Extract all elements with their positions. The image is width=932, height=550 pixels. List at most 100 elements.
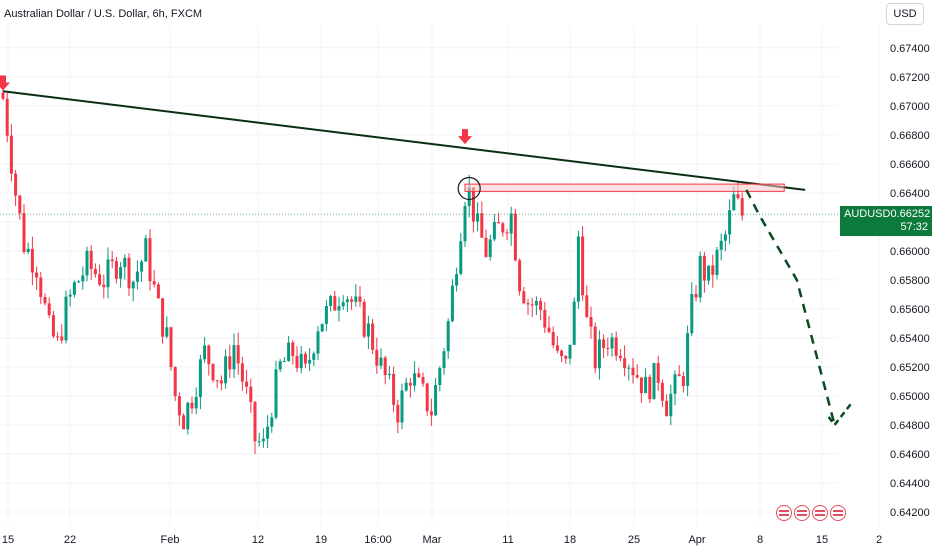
candle-body [589, 316, 593, 327]
candle-body [480, 213, 484, 238]
candle-body [375, 349, 379, 366]
currency-button[interactable]: USD [886, 3, 924, 25]
candle-body [278, 361, 282, 370]
currency-event-icon[interactable] [812, 505, 828, 521]
x-tick-label: 22 [64, 534, 76, 546]
y-tick-label: 0.66800 [890, 130, 930, 142]
candle-body [51, 315, 55, 337]
candle-body [484, 237, 488, 257]
y-tick-label: 0.67200 [890, 72, 930, 84]
candle-body [131, 281, 135, 289]
candle-body [656, 363, 660, 383]
candle-body [261, 438, 265, 442]
candle-body [450, 285, 454, 322]
candle-body [383, 357, 387, 376]
candle-body [392, 373, 396, 405]
resistance-zone [464, 183, 785, 192]
candle-body [35, 272, 39, 278]
candle-body [438, 368, 442, 385]
candle-body [379, 357, 383, 366]
currency-event-icon[interactable] [830, 505, 846, 521]
chart-title: Australian Dollar / U.S. Dollar, 6h, FXC… [4, 8, 202, 20]
candle-body [350, 299, 354, 302]
candle-body [22, 213, 26, 253]
candle-body [303, 353, 307, 364]
x-tick-label: Mar [423, 534, 442, 546]
candle-body [442, 351, 446, 369]
candle-body [404, 382, 408, 391]
candle-body [576, 236, 580, 302]
x-tick-label: 19 [315, 534, 327, 546]
y-tick-label: 0.67400 [890, 43, 930, 55]
candle-body [198, 359, 202, 398]
candle-body [219, 380, 223, 384]
candle-body [249, 386, 253, 403]
candle-body [652, 363, 656, 400]
y-tick-label: 0.66600 [890, 159, 930, 171]
candle-body [593, 326, 597, 369]
candle-body [639, 377, 643, 394]
candle-body [597, 339, 601, 369]
candle-body [425, 383, 429, 412]
candle-body [144, 238, 148, 262]
candle-body [492, 222, 496, 240]
candle-body [618, 355, 622, 359]
candle-body [203, 345, 207, 360]
candle-body [257, 441, 261, 443]
candle-body [740, 198, 744, 216]
candle-body [526, 303, 530, 305]
y-tick-label: 0.65600 [890, 304, 930, 316]
time-axis[interactable]: 15 22 Feb 12 19 16:00 Mar 11 18 25 Apr 8 15 2 [2, 534, 882, 546]
candle-body [119, 267, 123, 279]
candle-body [320, 323, 324, 332]
candle-body [291, 342, 295, 356]
candle-body [497, 222, 501, 224]
candle-body [476, 213, 480, 222]
candle-body [568, 344, 572, 359]
y-tick-label: 0.66400 [890, 188, 930, 200]
candle-body [266, 426, 270, 439]
candle-body [337, 306, 341, 311]
candle-body [396, 404, 400, 423]
candle-body [522, 291, 526, 304]
currency-event-icon[interactable] [794, 505, 810, 521]
candle-body [719, 240, 723, 250]
candle-body [581, 236, 585, 296]
candle-body [694, 293, 698, 298]
x-tick-label: Feb [161, 534, 180, 546]
candle-body [161, 298, 165, 337]
candle-body [224, 356, 228, 384]
candle-body [9, 135, 13, 174]
candle-body [106, 259, 110, 288]
candle-body [236, 345, 240, 364]
x-tick-label: 18 [564, 534, 576, 546]
candle-body [509, 213, 513, 234]
candle-body [366, 323, 370, 337]
candle-body [26, 248, 30, 253]
candle-body [417, 373, 421, 378]
candle-body [5, 98, 9, 136]
candle-body [623, 358, 627, 369]
candle-body [211, 364, 215, 381]
candle-body [1, 92, 5, 99]
candle-body [471, 187, 475, 222]
candle-body [614, 337, 618, 356]
candle-body [152, 281, 156, 285]
candle-body [354, 296, 358, 302]
candle-body [459, 241, 463, 275]
candle-body [135, 271, 139, 282]
price-axis[interactable]: 0.67400 0.67200 0.67000 0.66800 0.66600 0.664… [890, 43, 930, 519]
y-tick-label: 0.65800 [890, 275, 930, 287]
y-tick-label: 0.66000 [890, 246, 930, 258]
candle-body [282, 361, 286, 363]
candle-body [543, 309, 547, 328]
candle-body [539, 300, 543, 310]
currency-event-icon[interactable] [776, 505, 792, 521]
candle-body [39, 277, 43, 298]
candle-body [686, 333, 690, 386]
candle-body [312, 353, 316, 360]
candle-body [505, 232, 509, 234]
candle-body [513, 213, 517, 261]
candle-body [186, 402, 190, 430]
